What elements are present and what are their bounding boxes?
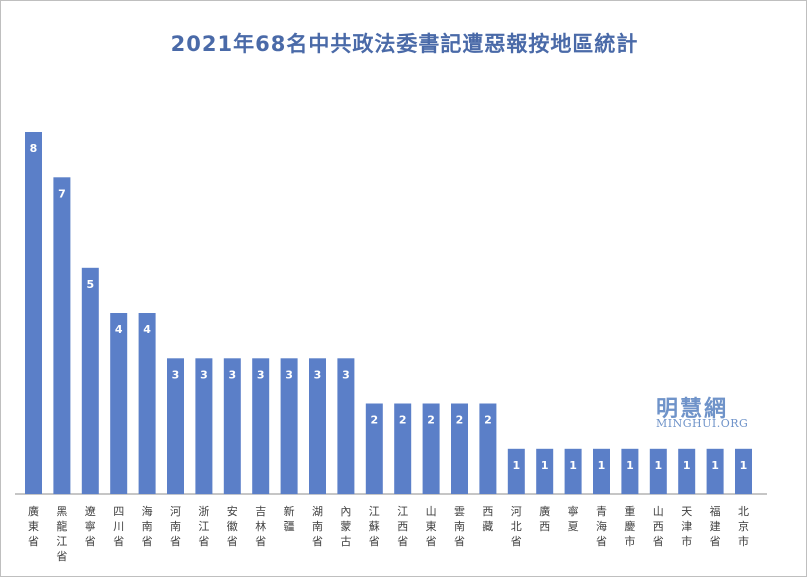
data-label: 3 <box>200 368 208 381</box>
bar <box>25 132 42 494</box>
minghui-watermark-chinese: 明慧網 <box>656 396 729 422</box>
bar <box>167 358 184 495</box>
bar <box>309 358 326 495</box>
bar <box>621 448 639 495</box>
data-label: 2 <box>484 414 492 427</box>
category-label: 浙江省 <box>198 505 209 548</box>
data-label: 3 <box>172 368 180 381</box>
bar <box>507 448 525 495</box>
data-label: 2 <box>427 414 435 427</box>
category-label: 湖南省 <box>312 505 323 548</box>
bar <box>451 403 468 494</box>
bar <box>223 358 241 495</box>
category-label: 廣東省 <box>28 504 39 548</box>
data-label: 8 <box>30 142 38 155</box>
data-label: 4 <box>143 323 151 336</box>
bar <box>649 448 667 495</box>
category-label: 安徽省 <box>227 504 238 548</box>
data-label: 3 <box>228 368 236 381</box>
category-label: 山西省 <box>653 505 664 548</box>
category-label: 遼寧省 <box>85 504 96 548</box>
category-label: 新疆 <box>284 504 295 533</box>
category-label: 河北省 <box>511 505 522 548</box>
data-label: 3 <box>342 368 350 381</box>
data-label: 2 <box>370 414 378 427</box>
data-label: 1 <box>512 459 520 472</box>
data-label: 1 <box>569 459 577 472</box>
data-label: 3 <box>285 368 293 381</box>
category-label: 內蒙古 <box>340 505 351 548</box>
bar <box>678 448 696 495</box>
data-label: 5 <box>86 278 94 291</box>
data-label: 4 <box>115 323 123 336</box>
data-label: 1 <box>626 459 634 472</box>
category-label: 黑龍江省 <box>56 505 67 563</box>
category-label: 江蘇省 <box>369 505 380 548</box>
chart-title: 2021年68名中共政法委書記遭惡報按地區統計 <box>170 32 639 56</box>
data-label: 7 <box>58 187 66 200</box>
bar <box>280 358 298 495</box>
category-label: 重慶市 <box>624 504 635 548</box>
bar <box>252 358 270 495</box>
data-label: 2 <box>399 414 407 427</box>
category-label: 西藏 <box>482 505 493 533</box>
bar <box>706 448 724 495</box>
bar <box>138 313 156 494</box>
bar <box>422 403 440 494</box>
bar <box>479 403 497 494</box>
data-label: 1 <box>598 459 606 472</box>
category-label: 海南省 <box>142 504 153 548</box>
bar <box>564 448 582 495</box>
category-label: 雲南省 <box>454 505 465 548</box>
category-label: 山東省 <box>426 505 437 548</box>
category-label: 天津市 <box>681 505 692 548</box>
category-label: 河南省 <box>170 505 181 548</box>
data-label: 1 <box>740 459 748 472</box>
bar <box>81 267 99 495</box>
category-label: 江西省 <box>397 505 408 548</box>
data-label: 2 <box>456 414 464 427</box>
category-label: 北京市 <box>738 505 749 548</box>
bar <box>394 403 412 494</box>
bar <box>365 403 383 494</box>
category-label: 廣西 <box>539 504 550 533</box>
data-label: 1 <box>541 459 549 472</box>
data-label: 3 <box>257 368 265 381</box>
bar <box>735 448 752 495</box>
category-label: 寧夏 <box>568 504 579 533</box>
bar <box>337 358 355 495</box>
bar <box>536 448 554 495</box>
minghui-watermark-english: MINGHUI.ORG <box>656 417 749 430</box>
data-label: 3 <box>314 368 322 381</box>
data-label: 1 <box>683 459 691 472</box>
category-label: 青海省 <box>596 505 607 548</box>
data-label: 1 <box>711 459 719 472</box>
bar <box>110 313 128 494</box>
category-label: 四川省 <box>113 505 124 548</box>
category-label: 福建省 <box>710 504 721 548</box>
bar <box>593 448 610 495</box>
data-label: 1 <box>654 459 662 472</box>
category-label: 吉林省 <box>255 505 266 548</box>
bar <box>53 177 71 495</box>
bar <box>195 358 213 495</box>
